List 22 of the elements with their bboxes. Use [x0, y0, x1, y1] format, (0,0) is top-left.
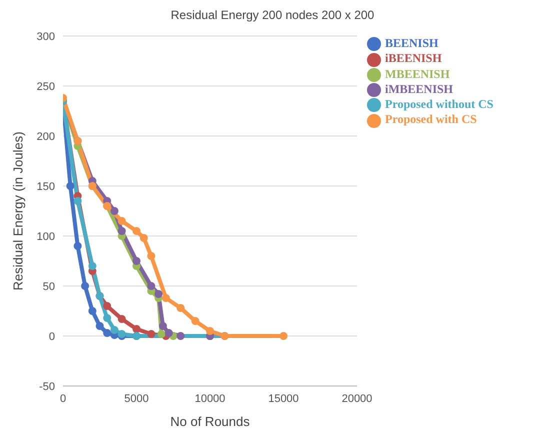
x-tick-label: 20000 — [342, 392, 372, 405]
y-tick-label: -50 — [39, 380, 55, 393]
legend-label: MBEENISH — [385, 66, 450, 80]
x-tick-label: 10000 — [194, 392, 226, 405]
chart-title: Residual Energy 200 nodes 200 x 200 — [170, 8, 376, 24]
legend-label: iBEENISH — [385, 51, 442, 66]
y-tick-label: 100 — [36, 230, 55, 243]
y-axis-title: Residual Energy (in Joules) — [10, 132, 26, 290]
y-tick-label: 250 — [36, 80, 55, 93]
y-tick-label: 50 — [42, 280, 55, 293]
y-tick-label: 300 — [36, 30, 55, 43]
x-tick-label: 5000 — [124, 392, 149, 405]
y-tick-label: 150 — [36, 180, 55, 193]
y-tick-label: 200 — [36, 130, 55, 143]
x-tick-label: 15000 — [268, 392, 299, 405]
legend-label: Proposed without CS — [385, 97, 494, 111]
x-tick-label: 0 — [60, 392, 66, 405]
y-tick-label: 0 — [48, 330, 55, 343]
x-axis-title: No of Rounds — [170, 414, 250, 429]
legend-label: iMBEENISH — [385, 82, 454, 96]
legend-label: Proposed with CS — [385, 112, 477, 126]
legend-label: BEENISH — [385, 36, 438, 50]
